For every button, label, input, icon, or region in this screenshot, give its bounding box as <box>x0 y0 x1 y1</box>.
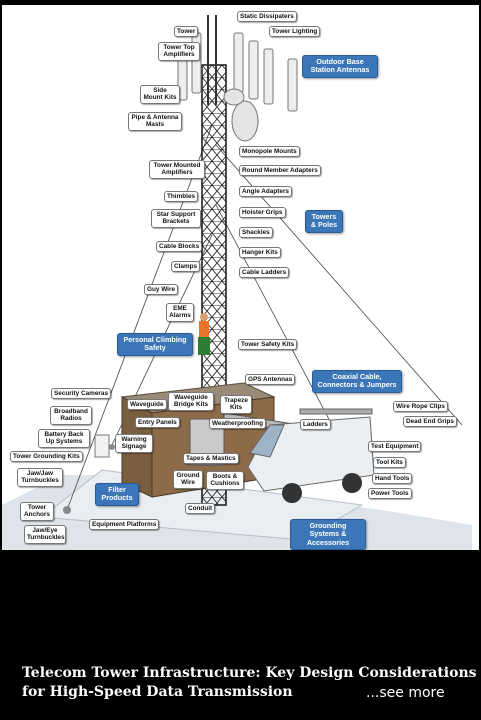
label-gps-antennas[interactable]: GPS Antennas <box>245 374 296 386</box>
label-tower-top-amplifiers[interactable]: Tower Top Amplifiers <box>158 42 200 61</box>
label-entry-panels[interactable]: Entry Panels <box>135 417 180 429</box>
label-cable-ladders[interactable]: Cable Ladders <box>239 267 290 279</box>
category-coaxial-cable[interactable]: Coaxial Cable, Connectors & Jumpers <box>312 370 402 393</box>
label-ladders[interactable]: Ladders <box>300 419 331 431</box>
label-conduit[interactable]: Conduit <box>185 503 216 515</box>
label-angle-adapters[interactable]: Angle Adapters <box>239 186 292 198</box>
category-filter-products[interactable]: Filter Products <box>95 483 139 506</box>
label-tower-lighting[interactable]: Tower Lighting <box>269 26 321 38</box>
label-eme-alarms[interactable]: EME Alarms <box>166 303 194 322</box>
label-waveguide[interactable]: Waveguide <box>127 399 167 411</box>
label-waveguide-bridge-kits[interactable]: Waveguide Bridge Kits <box>168 392 214 411</box>
microwave-dish <box>231 100 259 142</box>
label-equipment-platforms[interactable]: Equipment Platforms <box>89 519 160 531</box>
label-wire-rope-clips[interactable]: Wire Rope Clips <box>393 401 448 413</box>
label-pipe-antenna-masts[interactable]: Pipe & Antenna Masts <box>128 112 182 131</box>
label-shackles[interactable]: Shackles <box>239 227 273 239</box>
label-star-support-brackets[interactable]: Star Support Brackets <box>151 209 201 228</box>
label-broadband-radios[interactable]: Broadband Radios <box>50 406 92 425</box>
label-guy-wire[interactable]: Guy Wire <box>144 284 178 296</box>
label-cable-blocks[interactable]: Cable Blocks <box>156 241 203 253</box>
label-boots-cushions[interactable]: Boots & Cushions <box>206 471 244 490</box>
label-tapes-mastics[interactable]: Tapes & Mastics <box>183 453 239 465</box>
microwave-dish-small <box>223 88 245 106</box>
label-tower-mounted-amplifiers[interactable]: Tower Mounted Amplifiers <box>149 160 205 179</box>
label-jaw-jaw-turnbuckles[interactable]: Jaw/Jaw Turnbuckles <box>17 468 63 487</box>
caption-line-2: for High-Speed Data Transmission <box>22 684 293 700</box>
label-ground-wire[interactable]: Ground Wire <box>173 470 203 489</box>
label-battery-back-up-systems[interactable]: Battery Back Up Systems <box>38 429 90 448</box>
label-tower[interactable]: Tower <box>174 26 199 38</box>
label-hoister-grips[interactable]: Hoister Grips <box>239 207 286 219</box>
label-tool-kits[interactable]: Tool Kits <box>373 457 406 469</box>
label-static-dissipaters[interactable]: Static Dissipaters <box>237 11 297 23</box>
label-weatherproofing[interactable]: Weatherproofing <box>209 418 267 430</box>
category-personal-climbing-safety[interactable]: Personal Climbing Safety <box>117 333 193 356</box>
post-caption: Telecom Tower Infrastructure: Key Design… <box>22 664 477 702</box>
label-monopole-mounts[interactable]: Monopole Mounts <box>239 146 300 158</box>
category-towers-poles[interactable]: Towers & Poles <box>305 210 343 233</box>
label-dead-end-grips[interactable]: Dead End Grips <box>403 416 457 428</box>
label-thimbles[interactable]: Thimbles <box>164 191 199 203</box>
caption-line-1: Telecom Tower Infrastructure: Key Design… <box>22 665 477 681</box>
label-round-member-adapters[interactable]: Round Member Adapters <box>239 165 321 177</box>
label-trapeze-kits[interactable]: Trapeze Kits <box>220 395 252 414</box>
label-warning-signage[interactable]: Warning Signage <box>115 434 153 453</box>
label-power-tools[interactable]: Power Tools <box>368 488 412 500</box>
label-test-equipment[interactable]: Test Equipment <box>368 441 422 453</box>
label-security-cameras[interactable]: Security Cameras <box>51 388 111 400</box>
tower-infrastructure-diagram[interactable]: Static Dissipaters Tower Tower Lighting … <box>2 5 479 550</box>
climber-figure <box>198 313 210 355</box>
category-outdoor-base-station-antennas[interactable]: Outdoor Base Station Antennas <box>302 55 378 78</box>
service-van <box>247 408 375 503</box>
see-more-link[interactable]: ...see more <box>366 685 445 701</box>
label-clamps[interactable]: Clamps <box>171 261 201 273</box>
label-tower-anchors[interactable]: Tower Anchors <box>20 502 54 521</box>
label-hanger-kits[interactable]: Hanger Kits <box>239 247 281 259</box>
label-tower-safety-kits[interactable]: Tower Safety Kits <box>238 339 298 351</box>
label-tower-grounding-kits[interactable]: Tower Grounding Kits <box>10 451 83 463</box>
label-jaw-eye-turnbuckles[interactable]: Jaw/Eye Turnbuckles <box>24 525 66 544</box>
category-grounding-systems[interactable]: Grounding Systems & Accessories <box>290 519 366 550</box>
label-hand-tools[interactable]: Hand Tools <box>372 473 413 485</box>
label-side-mount-kits[interactable]: Side Mount Kits <box>140 85 180 104</box>
